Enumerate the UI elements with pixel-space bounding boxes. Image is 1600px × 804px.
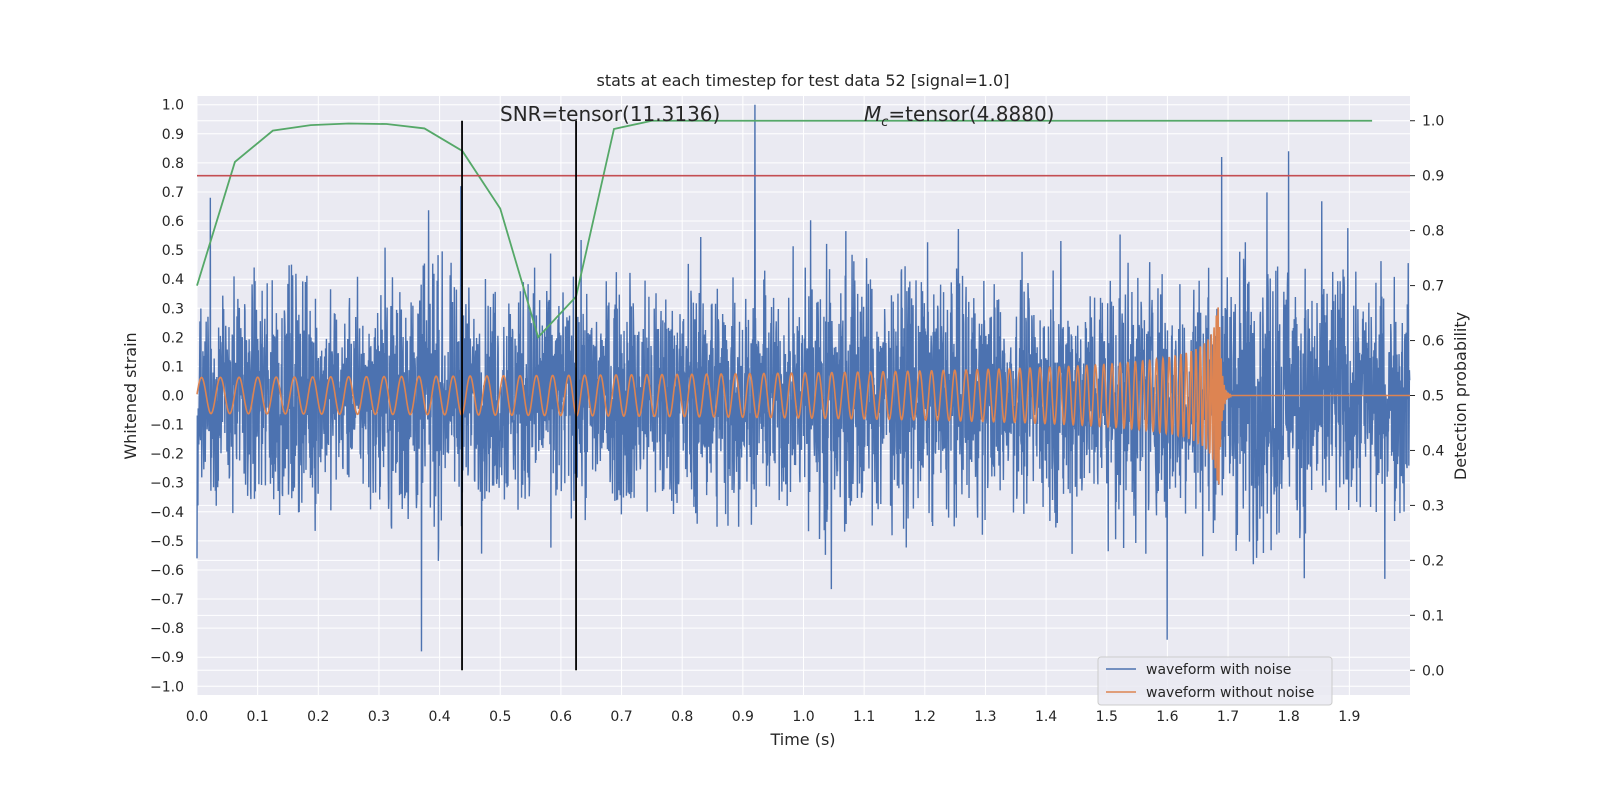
x-tick-label: 1.3 (974, 709, 996, 725)
x-tick-label: 1.8 (1278, 709, 1300, 725)
y2-axis-label: Detection probability (1451, 312, 1470, 480)
y-tick-label: −0.6 (150, 563, 184, 579)
x-tick-label: 1.4 (1035, 709, 1057, 725)
y-tick-label: −0.3 (150, 476, 184, 492)
y2-tick-label: 0.4 (1422, 443, 1444, 459)
y2-tick-label: 0.9 (1422, 169, 1444, 185)
x-tick-label: 0.4 (428, 709, 450, 725)
x-tick-label: 0.7 (610, 709, 632, 725)
x-tick-label: 0.1 (247, 709, 269, 725)
y2-tick-label: 0.8 (1422, 224, 1444, 240)
x-tick-label: 0.8 (671, 709, 693, 725)
x-tick-label: 1.2 (914, 709, 936, 725)
y2-tick-label: 0.3 (1422, 498, 1444, 514)
x-axis-label: Time (s) (769, 730, 835, 749)
legend-label-clean: waveform without noise (1146, 685, 1314, 701)
y-tick-label: −0.2 (150, 447, 184, 463)
mc-subscript: c (881, 115, 888, 130)
y-tick-label: −0.7 (150, 592, 184, 608)
y2-tick-label: 0.6 (1422, 334, 1444, 350)
x-tick-label: 1.0 (792, 709, 814, 725)
y-tick-label: 0.0 (162, 389, 184, 405)
y-tick-label: 0.5 (162, 243, 184, 259)
mc-symbol: M (864, 102, 881, 126)
y2-tick-label: 0.2 (1422, 553, 1444, 569)
y-tick-label: −0.5 (150, 534, 184, 550)
x-tick-label: 0.2 (307, 709, 329, 725)
y-tick-label: 0.1 (162, 359, 184, 375)
series-layer (196, 104, 1411, 652)
y-tick-label: −0.4 (150, 505, 184, 521)
y-tick-label: −0.8 (150, 621, 184, 637)
y2-tick-label: 1.0 (1422, 114, 1444, 130)
y-tick-label: 1.0 (162, 98, 184, 114)
x-tick-label: 0.9 (732, 709, 754, 725)
y2-tick-label: 0.0 (1422, 663, 1444, 679)
x-tick-label: 0.3 (368, 709, 390, 725)
legend: waveform with noise waveform without noi… (1097, 656, 1333, 706)
y-tick-label: 0.7 (162, 185, 184, 201)
mc-value: =tensor(4.8880) (888, 102, 1054, 126)
legend-label-noise: waveform with noise (1146, 662, 1291, 678)
x-tick-label: 1.7 (1217, 709, 1239, 725)
series-line-waveform-without-noise (196, 307, 1410, 485)
x-tick-label: 0.0 (186, 709, 208, 725)
x-tick-label: 1.6 (1156, 709, 1178, 725)
y2-tick-label: 0.5 (1422, 389, 1444, 405)
y-tick-label: 0.9 (162, 127, 184, 143)
y-tick-label: −0.9 (150, 650, 184, 666)
y-tick-label: 0.2 (162, 330, 184, 346)
snr-annotation: SNR=tensor(11.3136) (500, 102, 720, 126)
tick-labels: 0.0 0.1 0.2 0.3 0.4 0.5 0.6 0.7 0.8 0.9 1.0 1.1 1.2 1… (150, 98, 1444, 725)
y2-tick-label: 0.1 (1422, 608, 1444, 624)
x-tick-label: 1.5 (1096, 709, 1118, 725)
x-tick-label: 0.5 (489, 709, 511, 725)
x-tick-label: 1.9 (1338, 709, 1360, 725)
chart-title: stats at each timestep for test data 52 … (597, 71, 1010, 90)
reference-lines (197, 120, 1410, 671)
y-tick-label: 0.4 (162, 272, 184, 288)
y-tick-label: −1.0 (150, 679, 184, 695)
y-tick-label: 0.6 (162, 214, 184, 230)
x-tick-label: 0.6 (550, 709, 572, 725)
y-tick-label: 0.8 (162, 156, 184, 172)
legend-box (1097, 656, 1333, 706)
mc-annotation: Mc=tensor(4.8880) (864, 102, 1054, 130)
y-tick-label: −0.1 (150, 418, 184, 434)
x-tick-label: 1.1 (853, 709, 875, 725)
series-line-detection-probability (196, 119, 1373, 340)
y-tick-label: 0.3 (162, 301, 184, 317)
y2-tick-label: 0.7 (1422, 279, 1444, 295)
y-axis-label: Whitened strain (121, 332, 140, 459)
